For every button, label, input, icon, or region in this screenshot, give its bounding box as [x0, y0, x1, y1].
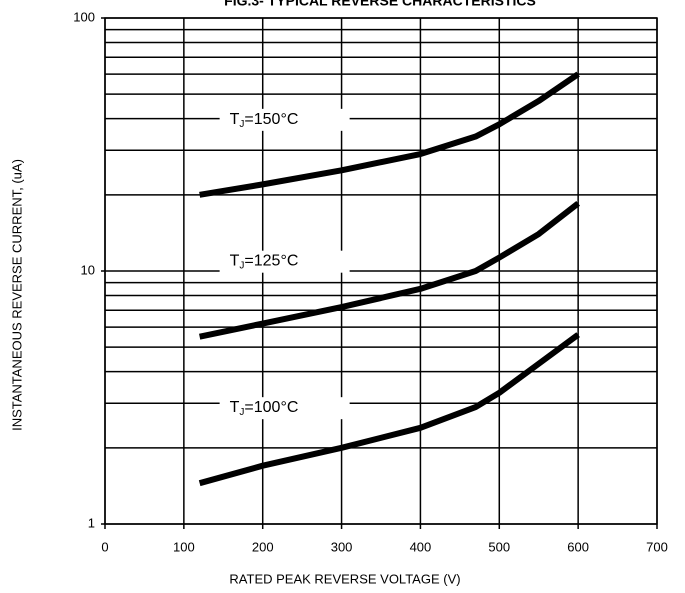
x-tick-label: 700	[646, 539, 668, 554]
label-background	[219, 108, 350, 131]
series-label: TJ=150°C	[230, 111, 299, 129]
x-tick-label: 300	[331, 539, 353, 554]
y-tick-label: 1	[88, 515, 95, 530]
series-label: TJ=125°C	[230, 253, 299, 271]
data-line	[198, 332, 580, 487]
x-tick-label: 500	[488, 539, 510, 554]
data-line	[199, 71, 580, 198]
data-line	[199, 201, 580, 340]
x-tick-label: 400	[410, 539, 432, 554]
label-background	[219, 250, 350, 273]
x-tick-label: 600	[567, 539, 589, 554]
plot-frame	[104, 17, 658, 525]
y-tick-label: 10	[81, 262, 95, 277]
chart-title: FIG.3- TYPICAL REVERSE CHARACTERISTICS	[224, 0, 536, 9]
y-tick-label: 100	[73, 9, 95, 24]
x-tick-label: 0	[101, 539, 108, 554]
series-label: TJ=100°C	[230, 399, 299, 417]
x-tick-label: 100	[173, 539, 195, 554]
label-background	[219, 397, 350, 420]
x-axis-label: RATED PEAK REVERSE VOLTAGE (V)	[229, 571, 460, 586]
y-axis-label: INSTANTANEOUS REVERSE CURRENT, (uA)	[9, 159, 24, 431]
x-tick-label: 200	[252, 539, 274, 554]
